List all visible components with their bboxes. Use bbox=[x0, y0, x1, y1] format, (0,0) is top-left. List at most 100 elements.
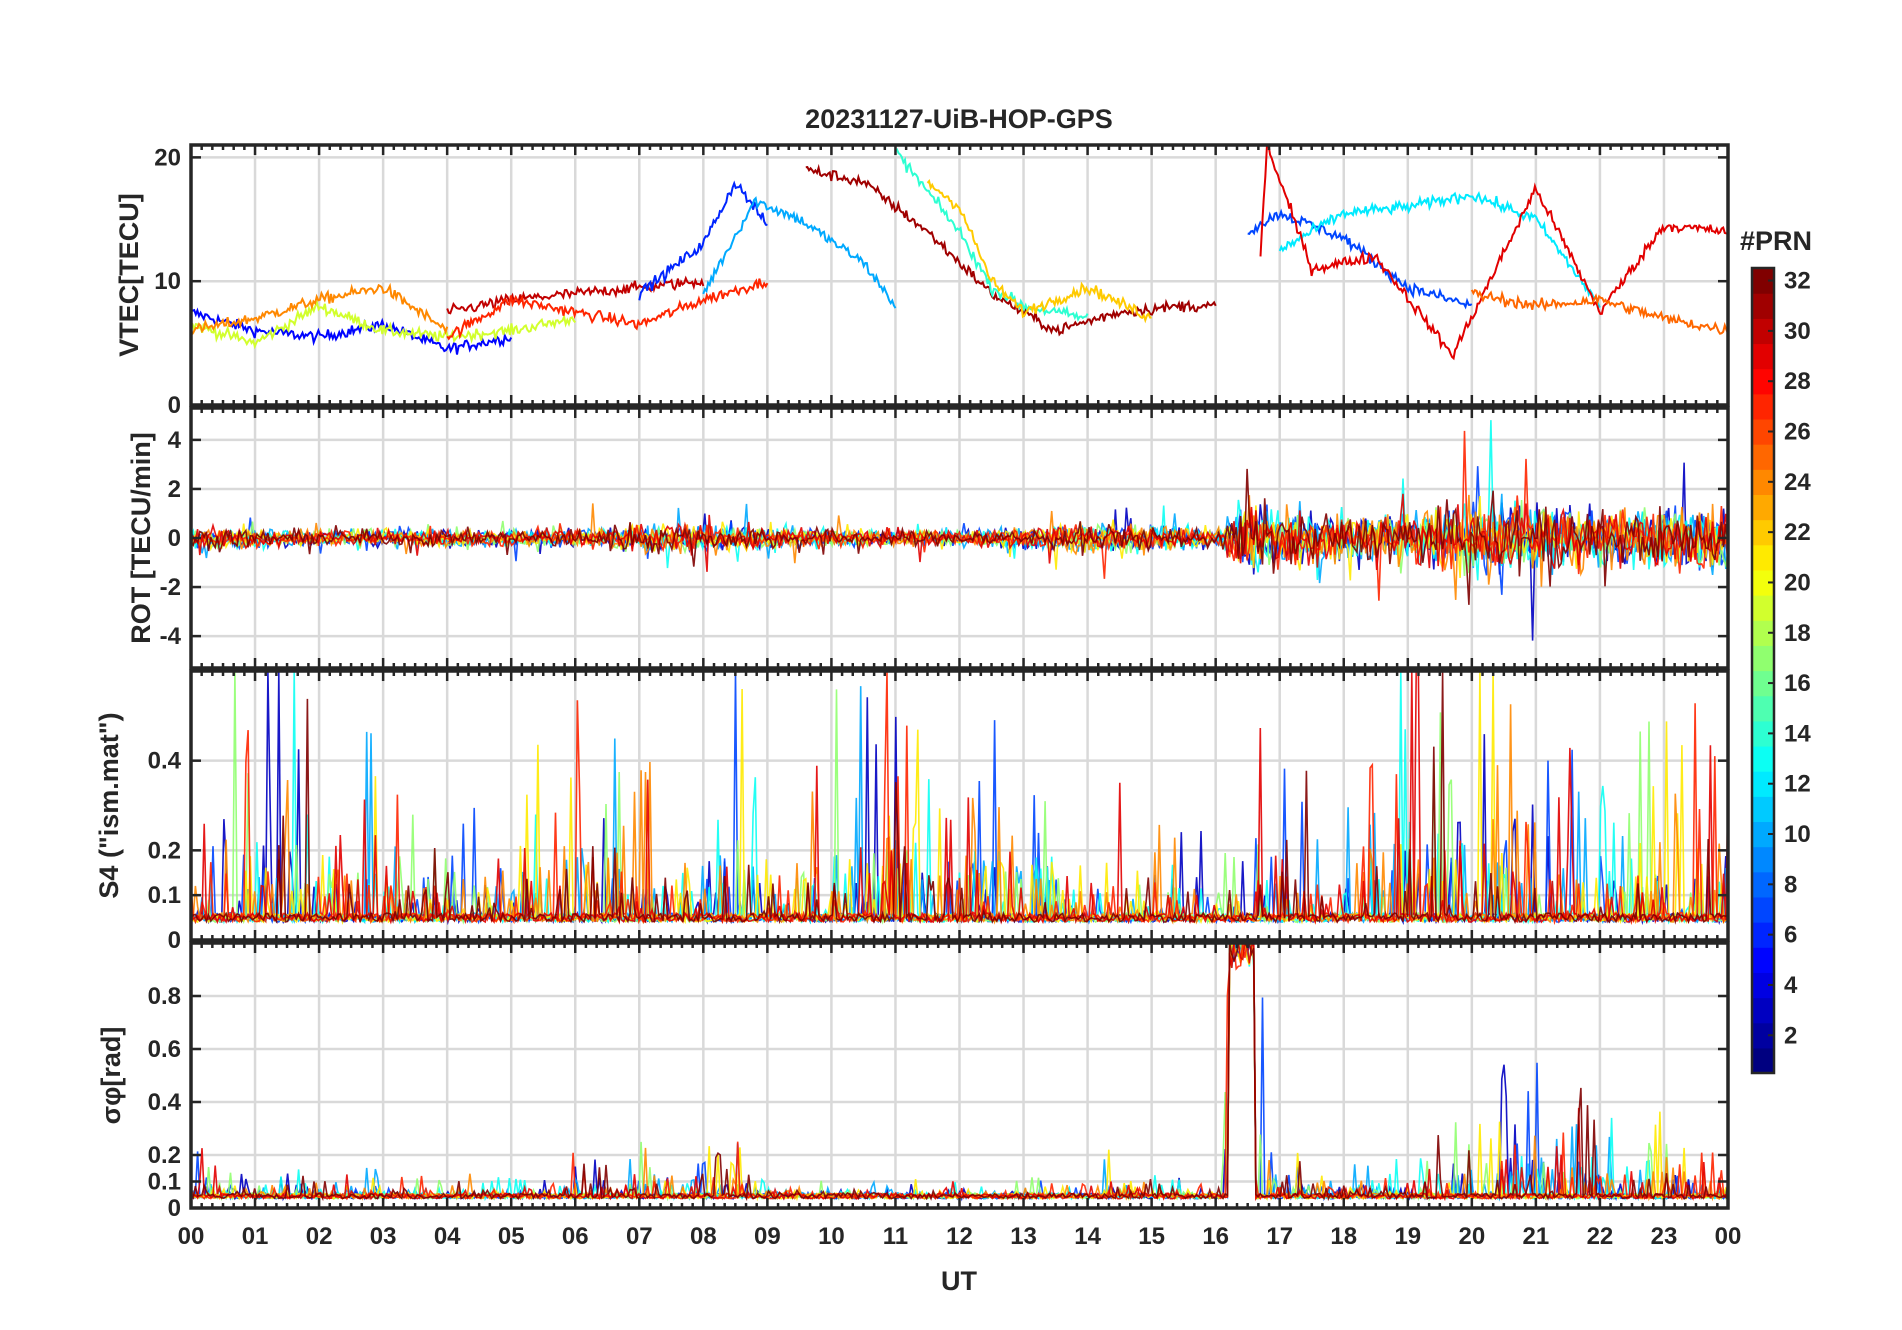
colorbar-segment bbox=[1752, 293, 1774, 319]
x-tick-labels: 00 01 02 03 04 05 06 07 08 09 10 11 12 13 14 15 16 17 18 19… bbox=[178, 1223, 1742, 1250]
x-tick-label: 21 bbox=[1523, 1223, 1550, 1250]
colorbar-segment bbox=[1752, 922, 1774, 948]
colorbar-tick-label: 22 bbox=[1784, 519, 1811, 546]
y-tick-label: 0 bbox=[168, 392, 181, 419]
y-tick-label: 0.2 bbox=[148, 1142, 181, 1169]
colorbar-segment bbox=[1752, 745, 1774, 772]
colorbar-tick-label: 24 bbox=[1784, 469, 1811, 496]
x-tick-label: 01 bbox=[242, 1223, 269, 1250]
colorbar-tick-label: 28 bbox=[1784, 368, 1811, 395]
colorbar-segment bbox=[1752, 896, 1774, 923]
x-tick-label: 00 bbox=[178, 1223, 205, 1250]
x-tick-label: 07 bbox=[626, 1223, 653, 1250]
colorbar-segment bbox=[1752, 796, 1774, 823]
x-tick-label: 22 bbox=[1587, 1223, 1614, 1250]
x-tick-label: 08 bbox=[690, 1223, 717, 1250]
x-tick-label: 00 bbox=[1715, 1223, 1742, 1250]
y-axis-label-ROT: ROT [TECU/min] bbox=[126, 432, 156, 643]
x-tick-label: 17 bbox=[1266, 1223, 1293, 1250]
y-tick-label: 0.1 bbox=[148, 1169, 181, 1196]
y-axis-label-VTEC: VTEC[TECU] bbox=[114, 193, 144, 357]
ticks-ROT bbox=[189, 408, 1730, 668]
y-tick-label: 0.4 bbox=[148, 1089, 182, 1116]
colorbar-tick-label: 4 bbox=[1784, 972, 1798, 999]
colorbar-segment bbox=[1752, 670, 1774, 697]
panel-sigma_phi: 00.10.2 0.4 0.6 0.8 σφ[rad] bbox=[96, 941, 1730, 1222]
colorbar-segment bbox=[1752, 444, 1774, 470]
y-tick-label: 2 bbox=[168, 476, 181, 503]
vtec-line-prn-30 bbox=[446, 275, 705, 315]
ticks-VTEC bbox=[189, 145, 1730, 407]
data-ROT bbox=[191, 420, 1728, 641]
panel-VTEC: 0 10 20 VTEC[TECU] bbox=[114, 143, 1730, 419]
colorbar-tick-label: 14 bbox=[1784, 720, 1811, 747]
vtec-line-prn-14 bbox=[894, 147, 1089, 322]
vtec-line-prn-5 bbox=[191, 307, 513, 355]
x-tick-label: 12 bbox=[946, 1223, 973, 1250]
x-axis-label: UT bbox=[941, 1266, 977, 1296]
y-axis-label-sigma_phi: σφ[rad] bbox=[96, 1027, 126, 1125]
colorbar-segment bbox=[1752, 620, 1774, 646]
y-tick-label: 0.4 bbox=[148, 748, 182, 775]
colorbar-segment bbox=[1752, 343, 1774, 370]
colorbar-tick-label: 26 bbox=[1784, 419, 1811, 446]
x-tick-label: 03 bbox=[370, 1223, 397, 1250]
colorbar-segment bbox=[1752, 771, 1774, 797]
colorbar-segment bbox=[1752, 1047, 1774, 1074]
colorbar-segment bbox=[1752, 368, 1774, 395]
y-tick-label: 0.6 bbox=[148, 1036, 181, 1063]
colorbar-segment bbox=[1752, 947, 1774, 973]
y-tick-label: 0.8 bbox=[148, 983, 181, 1010]
colorbar-tick-label: 10 bbox=[1784, 821, 1811, 848]
data-S4 bbox=[191, 671, 1728, 926]
colorbar-segment bbox=[1752, 393, 1774, 420]
colorbar-tick-label: 18 bbox=[1784, 620, 1811, 647]
colorbar-segment bbox=[1752, 595, 1774, 621]
vtec-line-prn-22 bbox=[926, 179, 1152, 324]
y-tick-label: 0.2 bbox=[148, 837, 181, 864]
sigma_phi-line-prn-27 bbox=[191, 943, 1728, 1201]
colorbar-segment bbox=[1752, 268, 1774, 294]
vtec-line-prn-27 bbox=[446, 278, 769, 341]
x-tick-label: 09 bbox=[754, 1223, 781, 1250]
y-tick-label: 0.1 bbox=[148, 882, 181, 909]
x-tick-label: 19 bbox=[1394, 1223, 1421, 1250]
colorbar-tick-label: 2 bbox=[1784, 1022, 1797, 1049]
colorbar-segment bbox=[1752, 695, 1774, 722]
colorbar-segment bbox=[1752, 645, 1774, 672]
colorbar-segment bbox=[1752, 821, 1774, 848]
y-axis-label-S4: S4 ("ism.mat") bbox=[94, 712, 124, 898]
sigma_phi-line-prn-32 bbox=[191, 943, 1728, 1202]
vtec-line-prn-19 bbox=[191, 299, 577, 350]
vtec-line-prn-10 bbox=[702, 196, 897, 309]
vtec-line-prn-25 bbox=[1470, 288, 1728, 335]
x-tick-label: 10 bbox=[818, 1223, 845, 1250]
x-tick-label: 20 bbox=[1458, 1223, 1485, 1250]
x-tick-label: 15 bbox=[1138, 1223, 1165, 1250]
ROT-line-prn-27 bbox=[191, 430, 1728, 601]
colorbar-segment bbox=[1752, 469, 1774, 496]
colorbar-tick-label: 20 bbox=[1784, 569, 1811, 596]
x-tick-label: 11 bbox=[883, 1223, 908, 1250]
colorbar-segment bbox=[1752, 997, 1774, 1024]
vtec-line-prn-31 bbox=[805, 163, 1217, 337]
ROT-line-prn-29 bbox=[191, 493, 1728, 572]
vtec-line-prn-29 bbox=[1259, 145, 1728, 361]
ticks-sigma_phi bbox=[189, 943, 1730, 1210]
x-tick-label: 02 bbox=[306, 1223, 333, 1250]
y-tick-label: 4 bbox=[168, 427, 182, 454]
y-tick-label: 0 bbox=[168, 927, 181, 954]
panels: 0 10 20 VTEC[TECU] -4 -2 0 2 4 ROT [TECU/min] 0 0.1… bbox=[94, 143, 1730, 1222]
colorbar-tick-label: 6 bbox=[1784, 922, 1797, 949]
panel-ROT: -4 -2 0 2 4 ROT [TECU/min] bbox=[126, 406, 1730, 670]
colorbar-segment bbox=[1752, 418, 1774, 445]
y-tick-label: -4 bbox=[160, 623, 182, 650]
x-tick-label: 14 bbox=[1074, 1223, 1101, 1250]
y-tick-label: 10 bbox=[154, 268, 181, 295]
colorbar-segment bbox=[1752, 720, 1774, 747]
y-tick-label: -2 bbox=[160, 574, 181, 601]
colorbar-segment bbox=[1752, 871, 1774, 898]
data-VTEC bbox=[191, 145, 1728, 361]
colorbar-segment bbox=[1752, 1022, 1774, 1049]
y-tick-label: 20 bbox=[154, 144, 181, 171]
